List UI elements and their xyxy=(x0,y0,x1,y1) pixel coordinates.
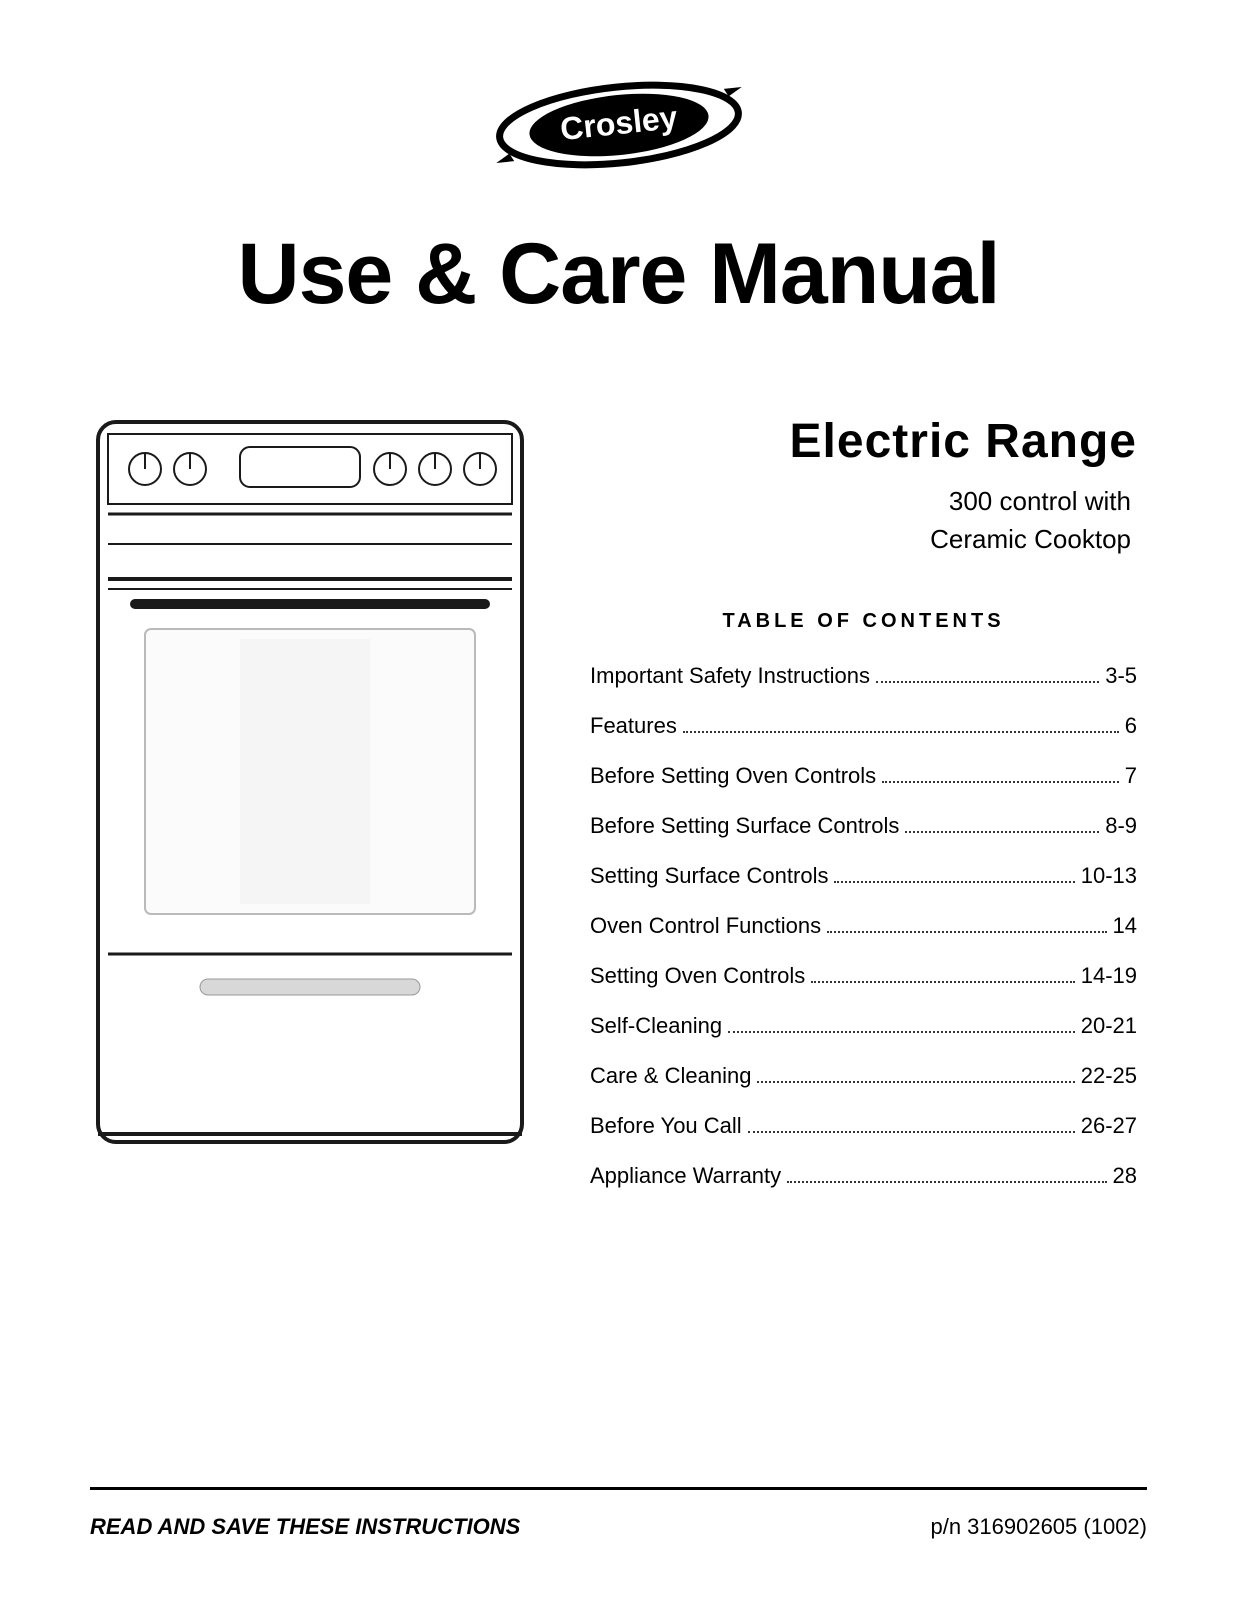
toc-row: Before Setting Oven Controls 7 xyxy=(590,763,1137,789)
toc-heading: TABLE OF CONTENTS xyxy=(590,610,1137,633)
toc-row: Features 6 xyxy=(590,713,1137,739)
toc-label: Oven Control Functions xyxy=(590,913,821,939)
toc-row: Important Safety Instructions 3-5 xyxy=(590,663,1137,689)
product-sub-line1: 300 control with xyxy=(590,483,1131,521)
crosley-logo-icon: Crosley xyxy=(489,70,749,180)
toc-page: 28 xyxy=(1113,1163,1137,1189)
toc-label: Important Safety Instructions xyxy=(590,663,870,689)
toc-label: Care & Cleaning xyxy=(590,1063,751,1089)
range-illustration xyxy=(90,414,530,1213)
toc-label: Before Setting Oven Controls xyxy=(590,763,876,789)
toc-label: Appliance Warranty xyxy=(590,1163,781,1189)
toc-page: 22-25 xyxy=(1081,1063,1137,1089)
toc-page: 8-9 xyxy=(1105,813,1137,839)
toc-row: Before You Call 26-27 xyxy=(590,1113,1137,1139)
toc-page: 14-19 xyxy=(1081,963,1137,989)
toc-dots xyxy=(748,1131,1075,1133)
toc-dots xyxy=(787,1181,1106,1183)
manual-cover-page: Crosley Use & Care Manual xyxy=(0,0,1237,1600)
footer-rule xyxy=(90,1487,1147,1490)
toc-row: Appliance Warranty 28 xyxy=(590,1163,1137,1189)
toc-page: 20-21 xyxy=(1081,1013,1137,1039)
toc-page: 7 xyxy=(1125,763,1137,789)
footer-instructions: READ AND SAVE THESE INSTRUCTIONS xyxy=(90,1514,520,1540)
electric-range-icon xyxy=(90,414,530,1154)
toc-label: Before You Call xyxy=(590,1113,742,1139)
brand-logo: Crosley xyxy=(90,70,1147,185)
toc-page: 3-5 xyxy=(1105,663,1137,689)
toc-row: Before Setting Surface Controls 8-9 xyxy=(590,813,1137,839)
toc-dots xyxy=(811,981,1074,983)
toc-page: 26-27 xyxy=(1081,1113,1137,1139)
toc-row: Setting Surface Controls 10-13 xyxy=(590,863,1137,889)
footer-part-number: p/n 316902605 (1002) xyxy=(930,1514,1147,1540)
toc-dots xyxy=(905,831,1099,833)
product-title: Electric Range xyxy=(590,414,1137,469)
toc-dots xyxy=(827,931,1106,933)
content-row: Electric Range 300 control with Ceramic … xyxy=(90,414,1147,1213)
toc-dots xyxy=(683,731,1119,733)
toc-dots xyxy=(728,1031,1075,1033)
toc-dots xyxy=(757,1081,1074,1083)
toc-dots xyxy=(834,881,1074,883)
toc-label: Setting Oven Controls xyxy=(590,963,805,989)
toc-row: Oven Control Functions 14 xyxy=(590,913,1137,939)
toc-dots xyxy=(876,681,1099,683)
right-column: Electric Range 300 control with Ceramic … xyxy=(590,414,1147,1213)
product-subtitle: 300 control with Ceramic Cooktop xyxy=(590,483,1137,558)
toc-dots xyxy=(882,781,1119,783)
toc-row: Setting Oven Controls 14-19 xyxy=(590,963,1137,989)
product-sub-line2: Ceramic Cooktop xyxy=(590,521,1131,559)
toc-label: Setting Surface Controls xyxy=(590,863,828,889)
toc-label: Before Setting Surface Controls xyxy=(590,813,899,839)
toc-page: 6 xyxy=(1125,713,1137,739)
footer: READ AND SAVE THESE INSTRUCTIONS p/n 316… xyxy=(90,1514,1147,1540)
toc-label: Self-Cleaning xyxy=(590,1013,722,1039)
toc-row: Self-Cleaning 20-21 xyxy=(590,1013,1137,1039)
main-title: Use & Care Manual xyxy=(90,225,1147,324)
toc-page: 14 xyxy=(1113,913,1137,939)
toc-page: 10-13 xyxy=(1081,863,1137,889)
toc-row: Care & Cleaning 22-25 xyxy=(590,1063,1137,1089)
toc-list: Important Safety Instructions 3-5 Featur… xyxy=(590,663,1137,1189)
toc-label: Features xyxy=(590,713,677,739)
